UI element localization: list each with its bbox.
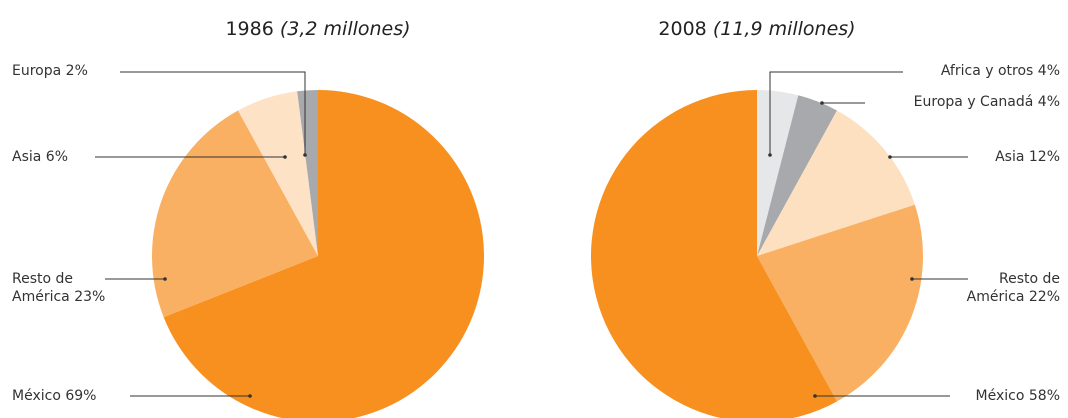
leader-dot [248, 394, 252, 398]
leader-dot [768, 153, 772, 157]
pie-slice [757, 90, 799, 256]
category-name: México [975, 388, 1025, 404]
slice-label: Africa y otros 4% [870, 62, 1060, 80]
pie-slice [757, 110, 915, 257]
pie-slice [757, 95, 837, 256]
value-label: 58% [1028, 388, 1060, 404]
pie-slice [163, 90, 484, 418]
value-label: 4% [1037, 63, 1060, 79]
chart-title: 1986 (3,2 millones) [168, 18, 468, 40]
category-name: Resto de América [966, 271, 1060, 305]
pie-slice [757, 204, 924, 402]
pie-slice [238, 91, 318, 256]
category-name: Asia [995, 149, 1025, 165]
slice-label: México 69% [12, 387, 122, 405]
category-name: Africa y otros [940, 63, 1034, 79]
category-name: México [12, 388, 61, 404]
value-label: 12% [1028, 149, 1060, 165]
slice-label: México 58% [870, 387, 1060, 405]
value-label: 22% [1028, 289, 1060, 305]
slice-label: Resto de América 22% [955, 270, 1060, 306]
slice-label: Asia 6% [12, 148, 122, 166]
category-name: Asia [12, 149, 42, 165]
pie-slice [152, 110, 318, 318]
slice-label: Asia 12% [870, 148, 1060, 166]
leader-dot [888, 155, 892, 159]
leader-line [769, 71, 903, 155]
category-name: Europa [12, 63, 62, 79]
leader-dot [910, 277, 914, 281]
value-label: 23% [74, 289, 106, 305]
leader-dot [163, 277, 167, 281]
leader-dot [813, 394, 817, 398]
leader-dot [303, 153, 307, 157]
leader-dot [283, 155, 287, 159]
value-label: 2% [65, 63, 88, 79]
slice-label: Europa 2% [12, 62, 122, 80]
value-label: 6% [45, 149, 69, 165]
chart-title: 2008 (11,9 millones) [607, 18, 907, 40]
title-subtitle: (3,2 millones) [279, 18, 411, 40]
title-year: 1986 [225, 18, 274, 40]
category-name: Resto de América [12, 271, 74, 305]
pie-slice [297, 90, 318, 256]
leader-line [120, 71, 306, 155]
value-label: 69% [65, 388, 97, 404]
slice-label: Europa y Canadá 4% [870, 93, 1060, 111]
title-subtitle: (11,9 millones) [712, 18, 856, 40]
title-year: 2008 [658, 18, 707, 40]
slice-label: Resto de América 23% [12, 270, 117, 306]
pie-slice [591, 90, 837, 418]
leader-dot [820, 101, 824, 105]
value-label: 4% [1037, 94, 1060, 110]
category-name: Europa y Canadá [913, 94, 1034, 110]
